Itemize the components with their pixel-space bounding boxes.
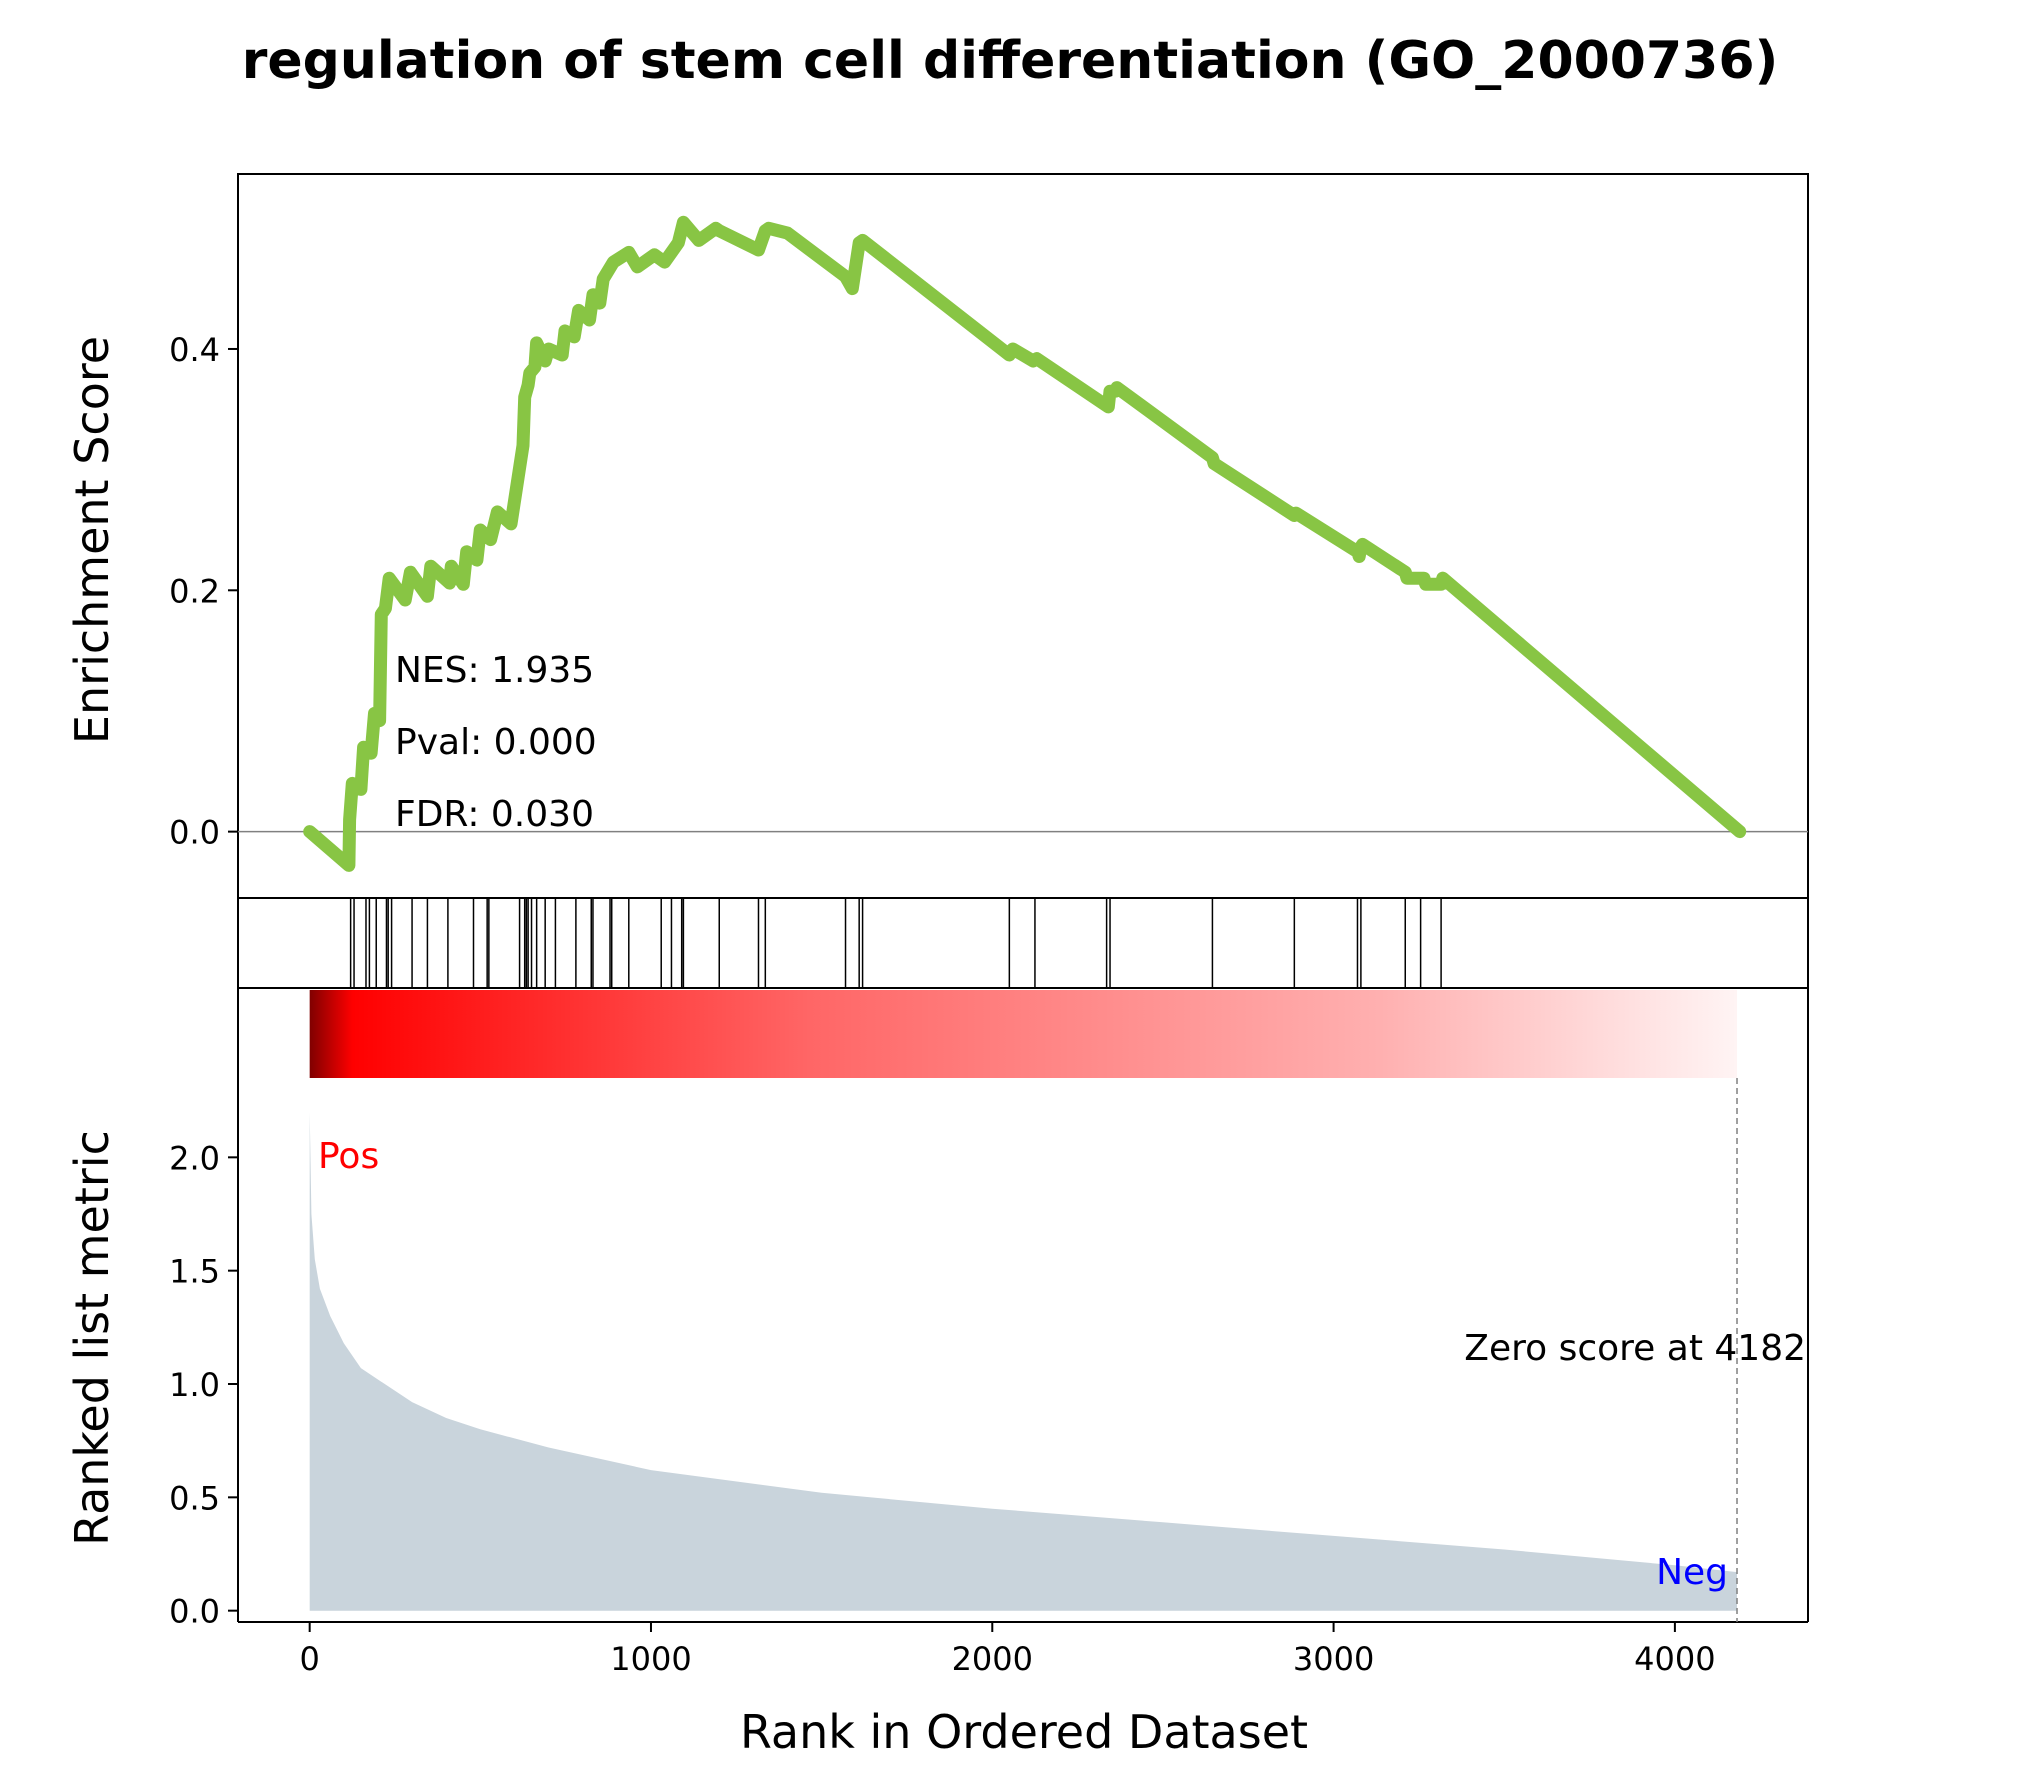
metric-panel: Zero score at 4182 Pos Neg 0.0 0.5 1.0 1.5 2… bbox=[65, 988, 1809, 1759]
metric-y-tick-label: 2.0 bbox=[169, 1139, 220, 1177]
metric-area bbox=[309, 1112, 1738, 1611]
chart-title: regulation of stem cell differentiation … bbox=[242, 31, 1779, 91]
hit-marks bbox=[349, 898, 1442, 988]
hits-panel bbox=[237, 897, 1809, 989]
x-axis: 0 1000 2000 3000 4000 bbox=[299, 1622, 1716, 1678]
es-y-tick-label: 0.2 bbox=[169, 572, 220, 610]
es-ylabel: Enrichment Score bbox=[65, 336, 119, 744]
metric-y-tick-label: 0.0 bbox=[169, 1593, 220, 1631]
metric-y-tick-label: 1.5 bbox=[169, 1253, 220, 1291]
metric-y-tick-label: 0.5 bbox=[169, 1479, 220, 1517]
x-tick-label: 0 bbox=[299, 1640, 319, 1678]
fdr-stat: FDR: 0.030 bbox=[395, 794, 594, 835]
x-tick-label: 2000 bbox=[952, 1640, 1033, 1678]
metric-y-axis: 0.0 0.5 1.0 1.5 2.0 bbox=[169, 1139, 238, 1631]
nes-stat: NES: 1.935 bbox=[395, 650, 594, 691]
es-y-axis: 0.0 0.2 0.4 bbox=[169, 331, 238, 852]
es-y-tick-label: 0.0 bbox=[169, 814, 220, 852]
neg-label: Neg bbox=[1656, 1552, 1728, 1593]
metric-y-tick-label: 1.0 bbox=[169, 1366, 220, 1404]
x-tick-label: 3000 bbox=[1293, 1640, 1374, 1678]
hits-panel-frame bbox=[237, 897, 1809, 989]
rank-heatmap bbox=[309, 990, 1738, 1078]
es-panel: 0.0 0.2 0.4 NES: 1.935 Pval: 0.000 FDR: 0.… bbox=[65, 173, 1809, 899]
heatmap-panel bbox=[309, 990, 1738, 1078]
zero-score-label: Zero score at 4182 bbox=[1464, 1328, 1806, 1369]
es-y-tick-label: 0.4 bbox=[169, 331, 220, 369]
metric-ylabel: Ranked list metric bbox=[65, 1130, 119, 1546]
pval-stat: Pval: 0.000 bbox=[395, 722, 597, 763]
x-tick-label: 1000 bbox=[610, 1640, 691, 1678]
x-axis-label: Rank in Ordered Dataset bbox=[740, 1705, 1308, 1759]
x-tick-label: 4000 bbox=[1634, 1640, 1715, 1678]
es-line bbox=[303, 215, 1747, 872]
pos-label: Pos bbox=[318, 1136, 379, 1177]
